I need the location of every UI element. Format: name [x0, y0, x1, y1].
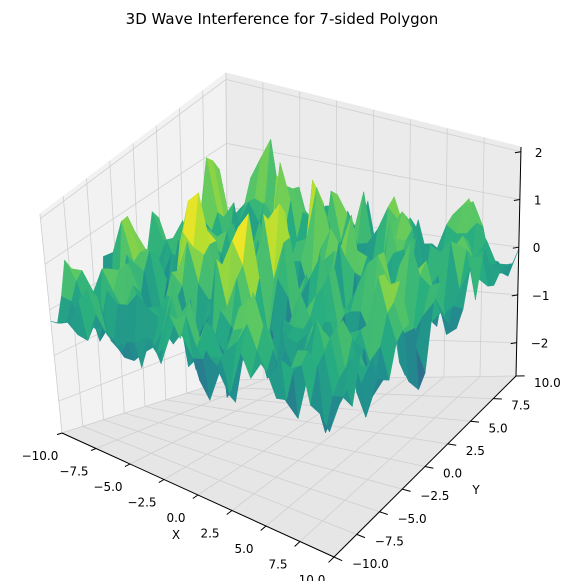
- y-gridline-floor: [103, 419, 380, 513]
- x-tick-label: 10.0: [299, 573, 326, 581]
- y-tick-mark: [470, 420, 480, 423]
- z-axis-line: [515, 146, 522, 377]
- x-tick-label: 0.0: [166, 511, 185, 525]
- z-tick-label: 2: [535, 146, 543, 160]
- x-tick-label: −7.5: [59, 465, 88, 479]
- surface-plot: [50, 138, 519, 434]
- x-tick-mark: [260, 525, 267, 531]
- y-tick-label: −7.5: [375, 534, 404, 548]
- chart-title: 3D Wave Interference for 7-sided Polygon: [126, 10, 439, 28]
- z-tick-label: −2: [531, 337, 549, 351]
- y-tick-mark: [379, 511, 388, 515]
- z-tick-label: 0: [533, 241, 541, 255]
- x-tick-label: 5.0: [234, 542, 253, 556]
- tick-labels: −10.0−7.5−5.0−2.50.02.55.07.510.0−10.0−7…: [22, 146, 561, 581]
- y-gridline-floor: [82, 426, 357, 535]
- y-gridline-floor: [124, 412, 403, 490]
- x-tick-mark: [56, 432, 63, 436]
- x-tick-mark: [328, 556, 335, 563]
- y-tick-mark: [447, 443, 457, 446]
- x-axis-label: X: [172, 528, 180, 542]
- z-tick-mark: [513, 198, 520, 201]
- y-axis-label: Y: [471, 483, 480, 497]
- x-tick-mark: [90, 448, 97, 452]
- y-tick-mark: [333, 556, 343, 562]
- y-tick-label: 5.0: [489, 421, 508, 435]
- x-tick-label: −2.5: [127, 496, 156, 510]
- x-tick-mark: [226, 510, 233, 515]
- y-gridline-floor: [165, 399, 448, 445]
- x-tick-mark: [294, 541, 301, 547]
- x-tick-label: 7.5: [268, 558, 287, 572]
- z-tick-label: −1: [532, 289, 550, 303]
- x-tick-mark: [192, 494, 199, 499]
- z-tick-mark: [512, 246, 519, 249]
- y-tick-mark: [356, 533, 366, 539]
- x-tick-mark: [158, 479, 165, 483]
- z-tick-mark: [510, 342, 517, 345]
- y-tick-label: −10.0: [352, 557, 389, 571]
- z-tick-label: 1: [534, 194, 542, 208]
- y-tick-mark: [402, 488, 411, 492]
- x-tick-mark: [124, 463, 131, 467]
- y-gridline-floor: [144, 406, 426, 467]
- x-tick-label: −10.0: [22, 449, 59, 463]
- z-gridline-left: [44, 143, 227, 265]
- y-tick-label: 10.0: [534, 376, 561, 390]
- y-tick-mark: [424, 466, 434, 469]
- axes-lines: [56, 146, 525, 563]
- z-gridline-back: [226, 142, 520, 200]
- z-tick-mark: [511, 294, 518, 297]
- z-tick-mark: [514, 151, 521, 154]
- x-tick-label: 2.5: [200, 527, 219, 541]
- y-tick-label: −5.0: [398, 512, 427, 526]
- z-gridline-left: [40, 79, 227, 219]
- y-tick-label: −2.5: [420, 489, 449, 503]
- y-gridline-left: [39, 213, 63, 434]
- y-tick-label: 0.0: [443, 467, 462, 481]
- y-tick-label: 7.5: [511, 399, 530, 413]
- z-gridline-back: [225, 79, 521, 153]
- x-tick-label: −5.0: [93, 480, 122, 494]
- y-tick-label: 2.5: [466, 444, 485, 458]
- surface-face: [329, 389, 348, 433]
